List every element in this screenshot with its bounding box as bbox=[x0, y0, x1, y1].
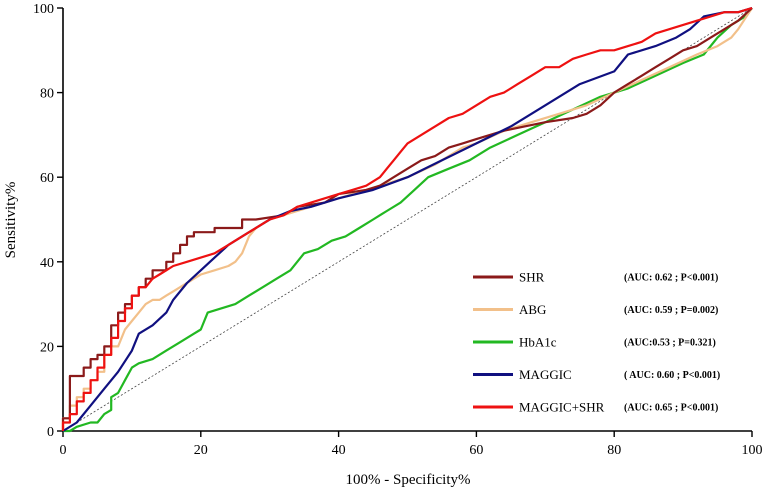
x-tick-label: 20 bbox=[194, 443, 208, 458]
roc-line-maggic-shr bbox=[61, 6, 753, 431]
x-axis-title: 100% - Specificity% bbox=[346, 472, 471, 488]
y-tick-label: 100 bbox=[33, 2, 54, 17]
y-tick-label: 60 bbox=[40, 171, 54, 186]
x-tick-label: 60 bbox=[469, 443, 483, 458]
legend-label-shr: SHR bbox=[519, 270, 545, 285]
x-tick-label: 0 bbox=[60, 443, 67, 458]
y-tick-label: 0 bbox=[47, 425, 54, 440]
y-tick-label: 40 bbox=[40, 256, 54, 271]
legend-stat-hba1c: (AUC:0.53 ; P=0.321) bbox=[624, 338, 716, 349]
roc-line-hba1c bbox=[63, 7, 753, 433]
y-axis-title: Sensitivity% bbox=[3, 182, 19, 259]
ticks: 0 20 40 60 80 100 0 20 40 60 80 100 bbox=[33, 2, 763, 458]
y-tick-label: 80 bbox=[40, 87, 54, 102]
legend-label-maggic-shr: MAGGIC+SHR bbox=[519, 400, 605, 415]
roc-curves bbox=[61, 6, 753, 433]
legend: SHR (AUC: 0.62 ; P<0.001) ABG (AUC: 0.59 ; … bbox=[473, 270, 720, 415]
legend-stat-maggic: ( AUC: 0.60 ; P<0.001) bbox=[624, 370, 720, 381]
legend-stat-maggic-shr: (AUC: 0.65 ; P<0.001) bbox=[624, 403, 718, 414]
legend-label-maggic: MAGGIC bbox=[519, 367, 572, 382]
legend-label-hba1c: HbA1c bbox=[519, 335, 557, 350]
roc-line-shr bbox=[61, 7, 753, 431]
legend-label-abg: ABG bbox=[519, 302, 546, 317]
roc-line-maggic bbox=[62, 6, 753, 432]
y-tick-label: 20 bbox=[40, 340, 54, 355]
legend-stat-shr: (AUC: 0.62 ; P<0.001) bbox=[624, 273, 718, 284]
x-tick-label: 40 bbox=[332, 443, 346, 458]
x-tick-label: 80 bbox=[607, 443, 621, 458]
x-tick-label: 100 bbox=[742, 443, 763, 458]
legend-stat-abg: (AUC: 0.59 ; P=0.002) bbox=[624, 305, 718, 316]
